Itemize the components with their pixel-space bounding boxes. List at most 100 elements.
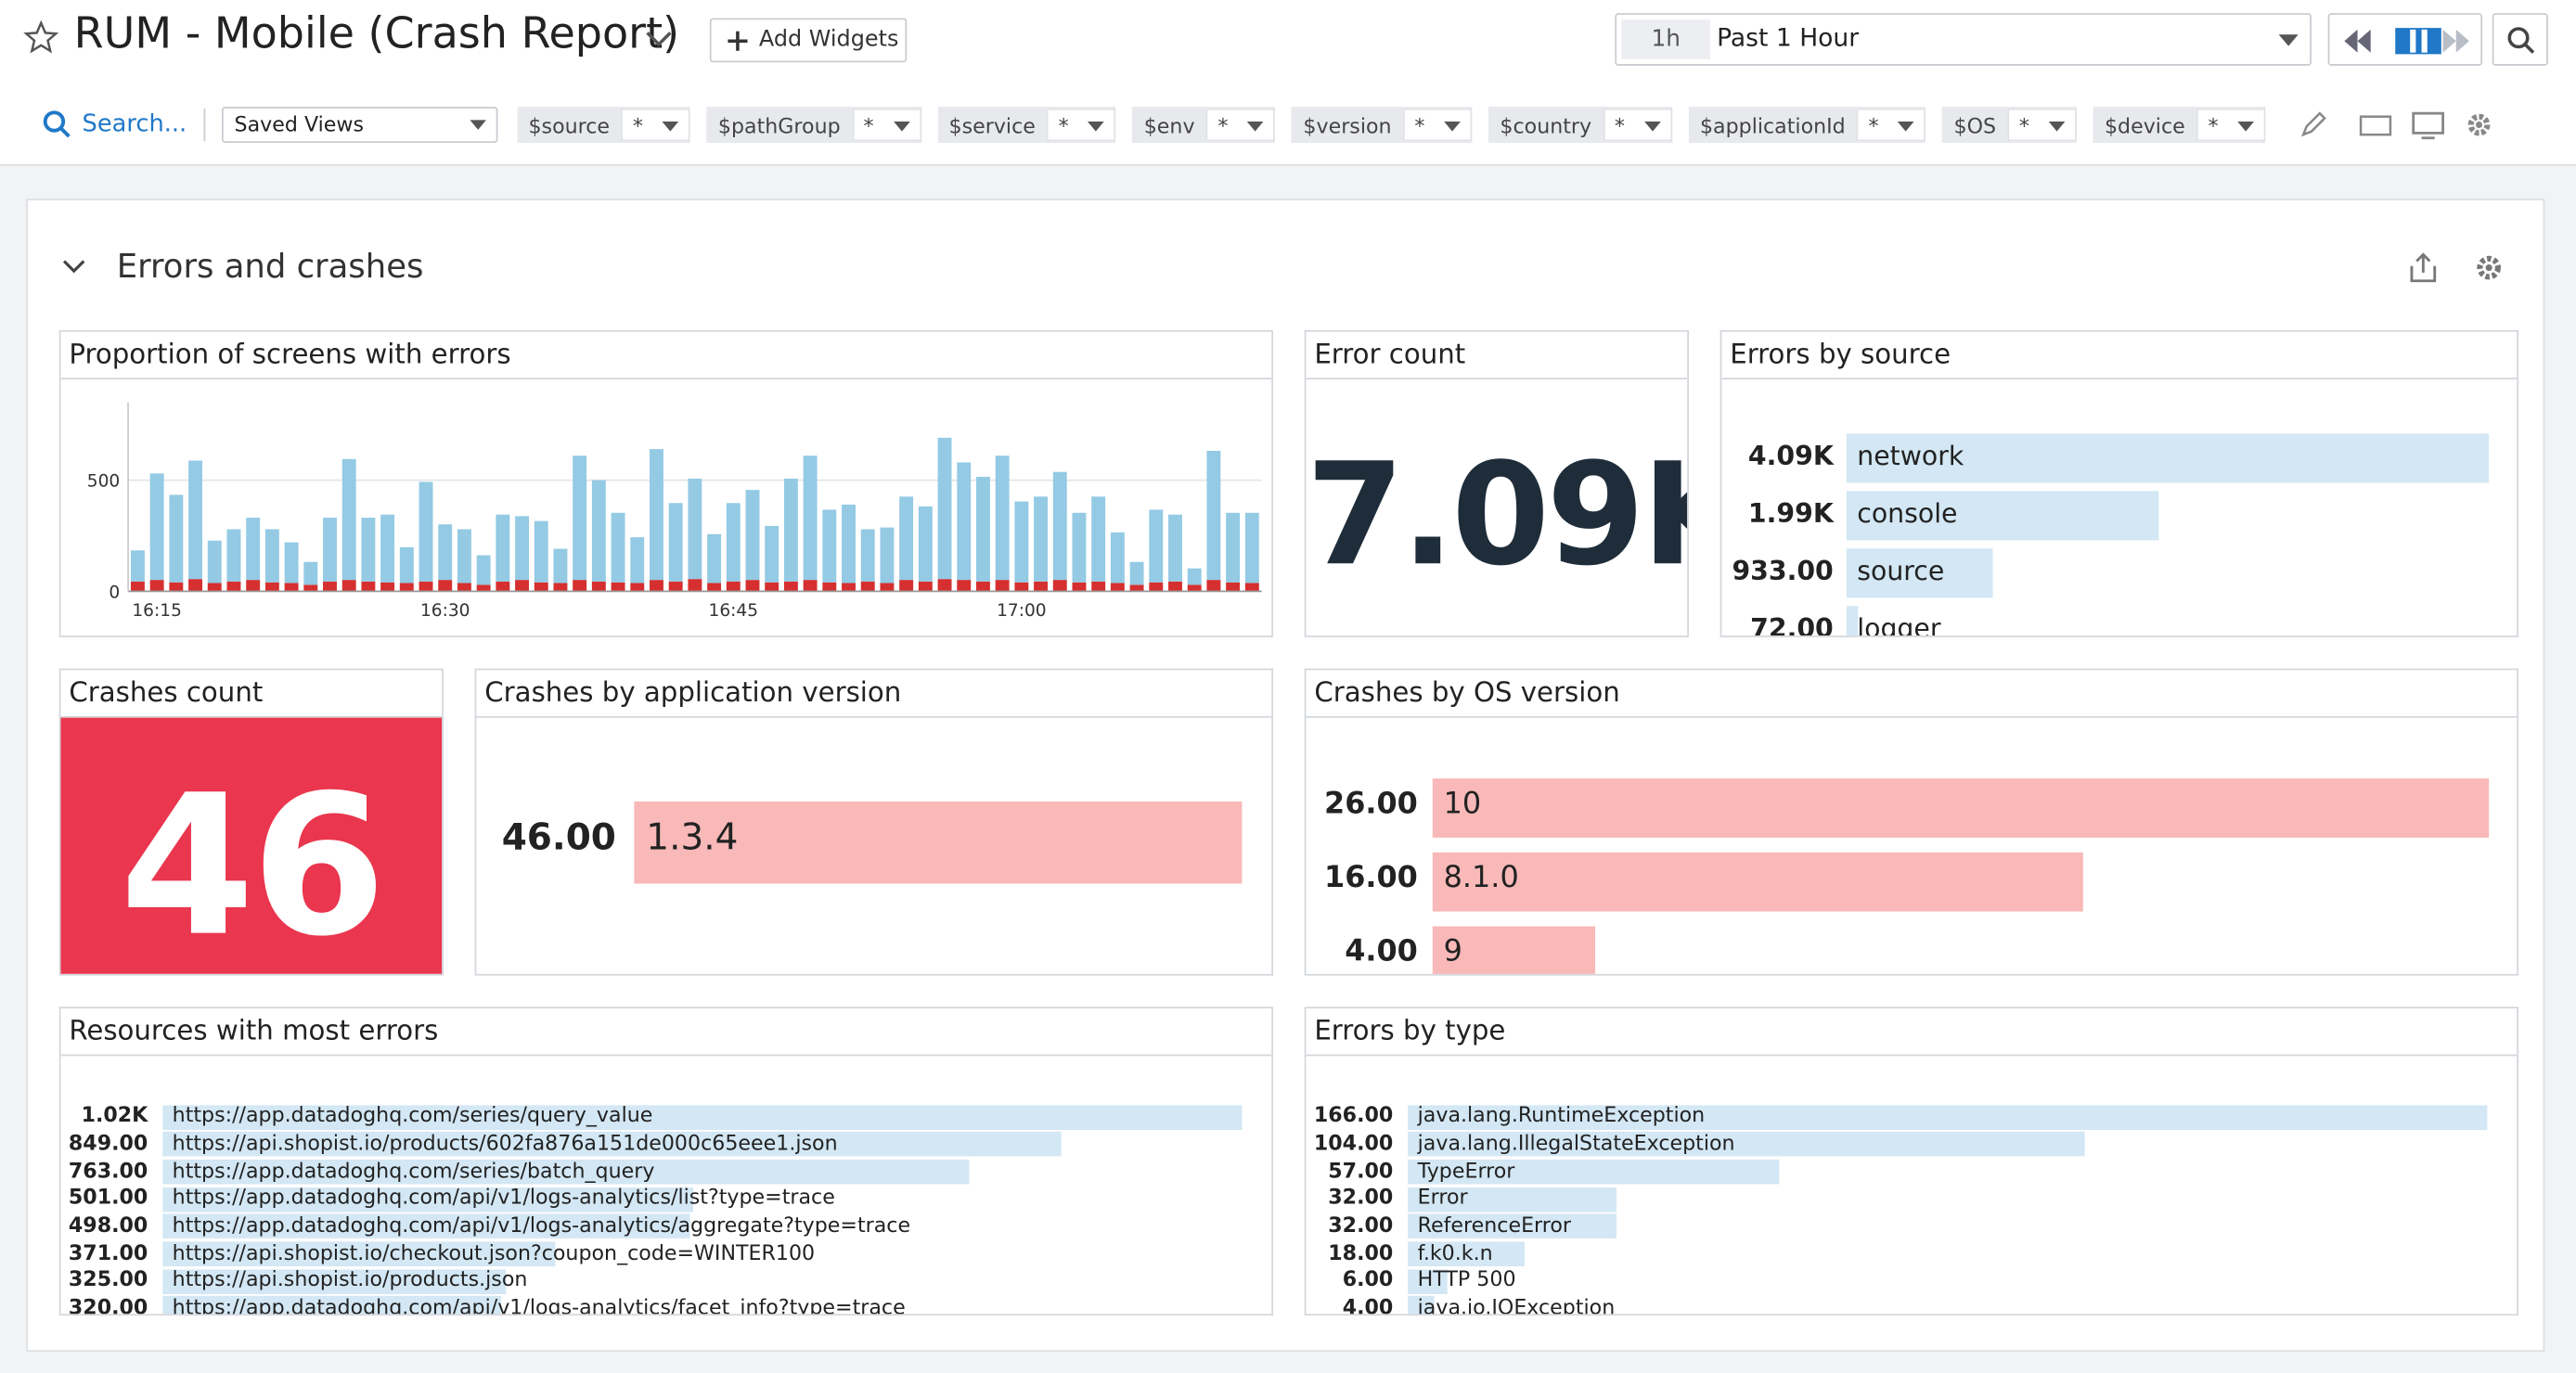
bar	[188, 461, 202, 580]
category-label: f.k0.k.n	[1418, 1239, 1493, 1264]
value-label: 498.00	[61, 1213, 148, 1238]
bar	[496, 515, 509, 582]
bar	[1149, 583, 1163, 592]
category-label: network	[1857, 440, 1964, 471]
bar	[131, 582, 145, 592]
value-label: 32.00	[1306, 1185, 1393, 1210]
bar	[1130, 584, 1144, 591]
bar	[342, 459, 356, 580]
bar	[707, 534, 721, 584]
star-icon[interactable]	[23, 19, 59, 56]
variable-name: $OS	[1942, 112, 2007, 137]
search-link[interactable]: Search...	[83, 111, 187, 137]
x-tick-label: 16:30	[420, 601, 470, 621]
category-label: ReferenceError	[1418, 1213, 1571, 1238]
bar	[727, 582, 741, 592]
caret-shape	[663, 122, 679, 132]
variable-chip[interactable]: $version*	[1292, 107, 1472, 143]
caret	[470, 120, 486, 130]
variable-chip[interactable]: $service*	[937, 107, 1116, 143]
value-label: 1.02K	[61, 1102, 148, 1127]
bar	[592, 481, 606, 582]
bar	[265, 583, 279, 592]
bar	[1053, 580, 1067, 591]
value-label: 325.00	[61, 1267, 148, 1292]
bar	[1053, 472, 1067, 580]
bar-chart: 050016:1516:3016:4517:00	[61, 379, 1272, 635]
widget-body: 050016:1516:3016:4517:00	[61, 379, 1272, 635]
bar	[996, 580, 1010, 591]
bar	[438, 580, 452, 591]
bar	[342, 580, 356, 591]
widget-body: 46	[61, 718, 443, 974]
variable-name: $env	[1132, 112, 1206, 137]
search-button[interactable]	[2492, 13, 2548, 66]
time-picker[interactable]: 1h Past 1 Hour	[1615, 13, 2312, 66]
bar	[400, 583, 414, 591]
category-label: TypeError	[1418, 1157, 1515, 1182]
bar	[822, 509, 836, 582]
bar	[323, 518, 337, 582]
variable-chip[interactable]: $country*	[1488, 107, 1672, 143]
caret-shape	[1898, 122, 1914, 132]
bar	[1034, 496, 1048, 581]
category-label: https://api.shopist.io/products/602fa876…	[173, 1130, 838, 1155]
variable-chip[interactable]: $OS*	[1942, 107, 2077, 143]
saved-views[interactable]: Saved Views	[221, 107, 496, 143]
bar	[438, 524, 452, 580]
bar	[1130, 562, 1144, 585]
bar	[1091, 582, 1105, 592]
category-label: https://app.datadoghq.com/api/v1/logs-an…	[173, 1294, 906, 1314]
title-caret[interactable]	[644, 28, 674, 51]
bar	[804, 456, 818, 580]
search-icon	[2507, 26, 2537, 56]
bar	[765, 526, 779, 583]
bar	[515, 580, 529, 591]
bar	[784, 582, 798, 592]
bar	[227, 530, 241, 582]
bar	[1245, 583, 1259, 591]
bar	[746, 580, 760, 591]
variable-value: *	[1604, 109, 1672, 141]
query-value: 46	[61, 761, 443, 974]
bar	[553, 583, 567, 591]
bar	[246, 580, 260, 591]
divider	[203, 109, 205, 141]
widget-title: Crashes by OS version	[1306, 670, 2517, 717]
bar	[285, 583, 299, 591]
bar	[496, 582, 509, 592]
category-label: https://app.datadoghq.com/series/query_v…	[173, 1102, 653, 1127]
bar	[938, 438, 952, 579]
button-label: Add Widgets	[759, 26, 899, 52]
bar	[746, 490, 760, 580]
variable-chip[interactable]: $env*	[1132, 107, 1275, 143]
category-label: https://api.shopist.io/products.json	[173, 1267, 528, 1292]
group-actions[interactable]	[2407, 251, 2516, 284]
bar	[630, 583, 644, 591]
bar	[400, 547, 414, 584]
playback-controls[interactable]	[2328, 13, 2482, 66]
variable-chip[interactable]: $device*	[2093, 107, 2266, 143]
bar	[419, 582, 433, 592]
variable-name: $pathGroup	[706, 112, 852, 137]
variable-chip[interactable]: $source*	[517, 107, 690, 143]
collapse-icon[interactable]	[62, 260, 85, 276]
add-widgets-button[interactable]: Add Widgets	[710, 18, 907, 62]
bar	[842, 505, 856, 584]
x-tick-label: 17:00	[997, 601, 1047, 621]
caret-shape	[1444, 122, 1461, 132]
toolbar-icons[interactable]	[2299, 110, 2512, 140]
variable-value: *	[1403, 109, 1472, 141]
variable-chip[interactable]: $applicationId*	[1689, 107, 1926, 143]
category-label: https://app.datadoghq.com/series/batch_q…	[173, 1157, 655, 1182]
bar	[1168, 515, 1182, 582]
x-tick-label: 16:15	[132, 601, 182, 621]
bar	[804, 580, 818, 591]
bar	[957, 580, 971, 591]
value-label: 26.00	[1306, 788, 1417, 822]
widget-title: Errors by type	[1306, 1008, 2517, 1056]
bar	[612, 513, 625, 583]
variable-chip[interactable]: $pathGroup*	[706, 107, 921, 143]
bar	[612, 583, 625, 592]
